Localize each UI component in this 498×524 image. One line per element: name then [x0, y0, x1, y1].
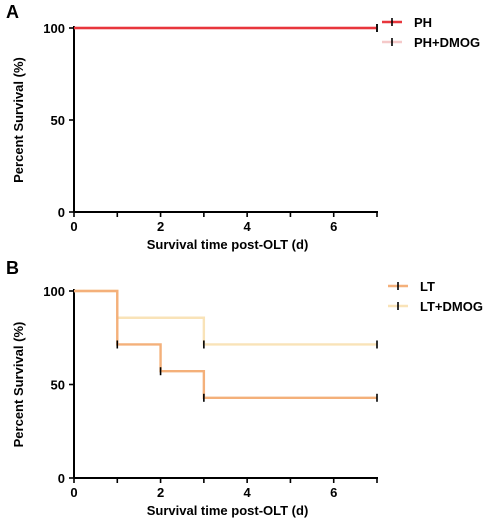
x-tick-label: 6: [330, 485, 337, 500]
y-tick-label: 0: [58, 471, 65, 486]
legend-label: LT+DMOG: [420, 299, 483, 314]
legend-label: PH: [414, 15, 432, 30]
x-tick-label: 4: [244, 219, 252, 234]
x-tick-label: 4: [244, 485, 252, 500]
y-tick-label: 0: [58, 205, 65, 220]
y-tick-label: 50: [51, 113, 65, 128]
y-axis-title: Percent Survival (%): [11, 57, 26, 183]
panel-label: A: [6, 2, 19, 22]
chart-panel-b: B 0 50 100 0 2 4 6 Survival time post-OLT (d) Per…: [6, 258, 483, 518]
x-tick-label: 6: [330, 219, 337, 234]
series-line-lt: [74, 289, 377, 399]
x-axis-title: Survival time post-OLT (d): [147, 503, 309, 518]
y-axis-title: Percent Survival (%): [11, 322, 26, 448]
chart-panel-a: A 0 50 100 0 2 4 6 Survival time post-OLT (d) Per…: [6, 2, 480, 252]
legend-label: LT: [420, 279, 435, 294]
x-tick-label: 0: [70, 485, 77, 500]
y-tick-label: 50: [51, 378, 65, 393]
legend-label: PH+DMOG: [414, 35, 480, 50]
panel-label: B: [6, 258, 19, 278]
series-line-lt-dmog: [74, 289, 377, 346]
y-tick-label: 100: [43, 21, 65, 36]
x-tick-label: 0: [70, 219, 77, 234]
x-tick-label: 2: [157, 219, 164, 234]
x-tick-label: 2: [157, 485, 164, 500]
y-tick-label: 100: [43, 284, 65, 299]
x-axis-title: Survival time post-OLT (d): [147, 237, 309, 252]
